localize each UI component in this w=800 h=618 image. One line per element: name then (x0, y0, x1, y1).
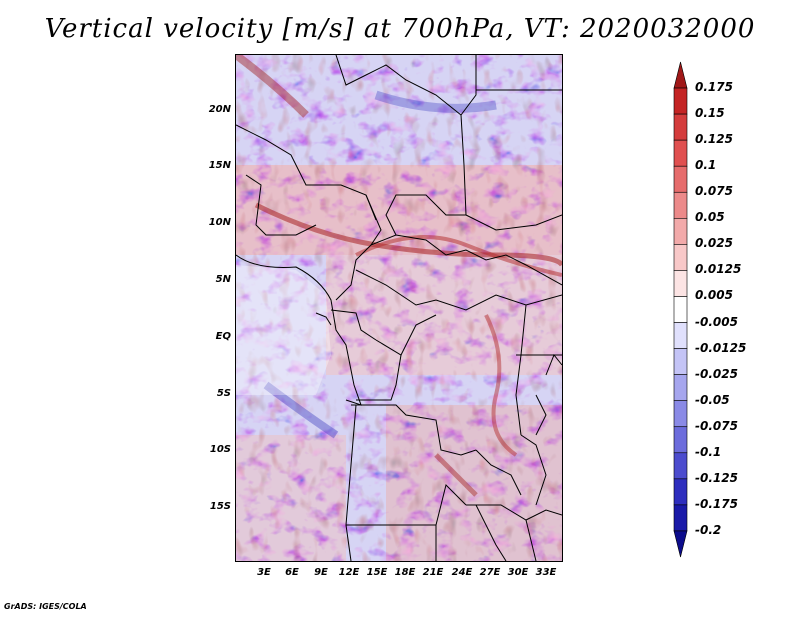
colorbar-label: 0.005 (695, 288, 733, 303)
colorbar-label: -0.025 (695, 366, 738, 381)
lon-label-6e: 6E (285, 567, 299, 578)
colorbar-label: 0.175 (695, 80, 733, 95)
colorbar-swatch (673, 296, 688, 323)
colorbar-swatch (673, 322, 688, 349)
map-title: Vertical velocity [m/s] at 700hPa, VT: 2… (44, 14, 756, 44)
colorbar-swatch (673, 61, 688, 89)
colorbar-swatch (673, 218, 688, 245)
colorbar-label: 0.075 (695, 184, 733, 199)
country-borders (236, 55, 562, 561)
lon-label-18e: 18E (394, 567, 416, 578)
colorbar-label: -0.05 (695, 392, 730, 407)
colorbar-swatch (673, 504, 688, 532)
colorbar-swatch (673, 87, 688, 115)
lat-label-15n: 15N (208, 160, 231, 171)
colorbar-label: 0.0125 (695, 262, 742, 277)
colorbar-label: 0.05 (695, 210, 725, 225)
lon-label-21e: 21E (422, 567, 444, 578)
colorbar-label: 0.15 (695, 106, 725, 121)
colorbar-label: -0.005 (695, 314, 738, 329)
colorbar-label: -0.175 (695, 496, 738, 511)
colorbar-label: 0.125 (695, 132, 733, 147)
lat-label-10s: 10S (209, 444, 231, 455)
colorbar-swatch (673, 374, 688, 401)
colorbar-label: 0.1 (695, 158, 717, 173)
lon-label-27e: 27E (479, 567, 501, 578)
lon-label-15e: 15E (366, 567, 388, 578)
colorbar-swatch (673, 348, 688, 375)
colorbar-swatch (673, 191, 688, 219)
colorbar-swatch (673, 139, 688, 167)
colorbar (673, 61, 688, 558)
colorbar-swatch (673, 478, 688, 506)
colorbar-label: -0.1 (695, 444, 722, 459)
colorbar-swatch (673, 530, 688, 558)
colorbar-swatch (673, 452, 688, 480)
colorbar-swatch (673, 270, 688, 297)
lon-label-24e: 24E (451, 567, 473, 578)
colorbar-swatch (673, 165, 688, 193)
colorbar-label: -0.2 (695, 522, 722, 537)
lon-label-3e: 3E (257, 567, 271, 578)
colorbar-swatch (673, 244, 688, 271)
lat-label-eq: EQ (215, 331, 231, 342)
colorbar-label: -0.0125 (695, 340, 747, 355)
lon-label-9e: 9E (314, 567, 328, 578)
colorbar-label: -0.075 (695, 418, 738, 433)
lat-label-15s: 15S (209, 501, 231, 512)
lon-label-33e: 33E (535, 567, 557, 578)
lat-label-5n: 5N (215, 274, 231, 285)
lat-label-10n: 10N (208, 217, 231, 228)
colorbar-label: -0.125 (695, 470, 738, 485)
colorbar-swatch (673, 113, 688, 141)
lat-label-20n: 20N (208, 104, 231, 115)
lat-label-5s: 5S (216, 388, 231, 399)
colorbar-swatch (673, 400, 688, 428)
colorbar-label: 0.025 (695, 236, 733, 251)
velocity-field (236, 55, 562, 561)
map-panel (235, 54, 563, 562)
colorbar-swatch (673, 426, 688, 454)
lon-label-12e: 12E (338, 567, 360, 578)
lon-label-30e: 30E (507, 567, 529, 578)
grads-credit: GrADS: IGES/COLA (4, 602, 87, 611)
